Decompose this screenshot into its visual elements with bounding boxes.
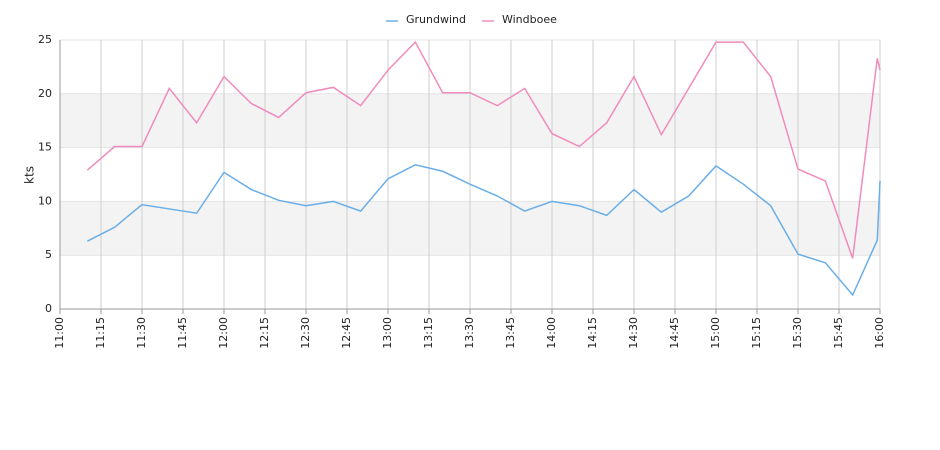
x-tick-label: 12:45	[340, 317, 353, 349]
x-tick-label: 13:00	[381, 317, 394, 349]
x-tick-label: 11:00	[53, 317, 66, 349]
x-tick-label: 12:30	[299, 317, 312, 349]
x-tick-label: 14:30	[627, 317, 640, 349]
x-tick-label: 13:30	[463, 317, 476, 349]
x-tick-label: 11:30	[135, 317, 148, 349]
x-tick-label: 14:00	[545, 317, 558, 349]
x-tick-label: 12:15	[258, 317, 271, 349]
x-tick-label: 12:00	[217, 317, 230, 349]
x-tick-label: 11:15	[94, 317, 107, 349]
x-tick-label: 13:45	[504, 317, 517, 349]
y-tick-label: 25	[38, 33, 52, 46]
legend-label: Windboee	[502, 13, 557, 26]
x-tick-label: 14:15	[586, 317, 599, 349]
y-axis-label: kts	[23, 166, 37, 184]
y-tick-label: 5	[45, 248, 52, 261]
x-tick-label: 11:45	[176, 317, 189, 349]
x-tick-label: 15:15	[750, 317, 763, 349]
x-tick-label: 15:00	[709, 317, 722, 349]
x-tick-label: 15:45	[832, 317, 845, 349]
x-tick-label: 15:30	[791, 317, 804, 349]
x-tick-label: 16:00	[873, 317, 886, 349]
x-tick-label: 14:45	[668, 317, 681, 349]
x-tick-label: 13:15	[422, 317, 435, 349]
line-series	[86, 164, 881, 297]
y-tick-label: 15	[38, 141, 52, 154]
line-series	[86, 40, 881, 259]
legend-label: Grundwind	[406, 13, 466, 26]
y-tick-label: 20	[38, 87, 52, 100]
y-tick-label: 10	[38, 194, 52, 207]
y-tick-label: 0	[45, 302, 52, 315]
